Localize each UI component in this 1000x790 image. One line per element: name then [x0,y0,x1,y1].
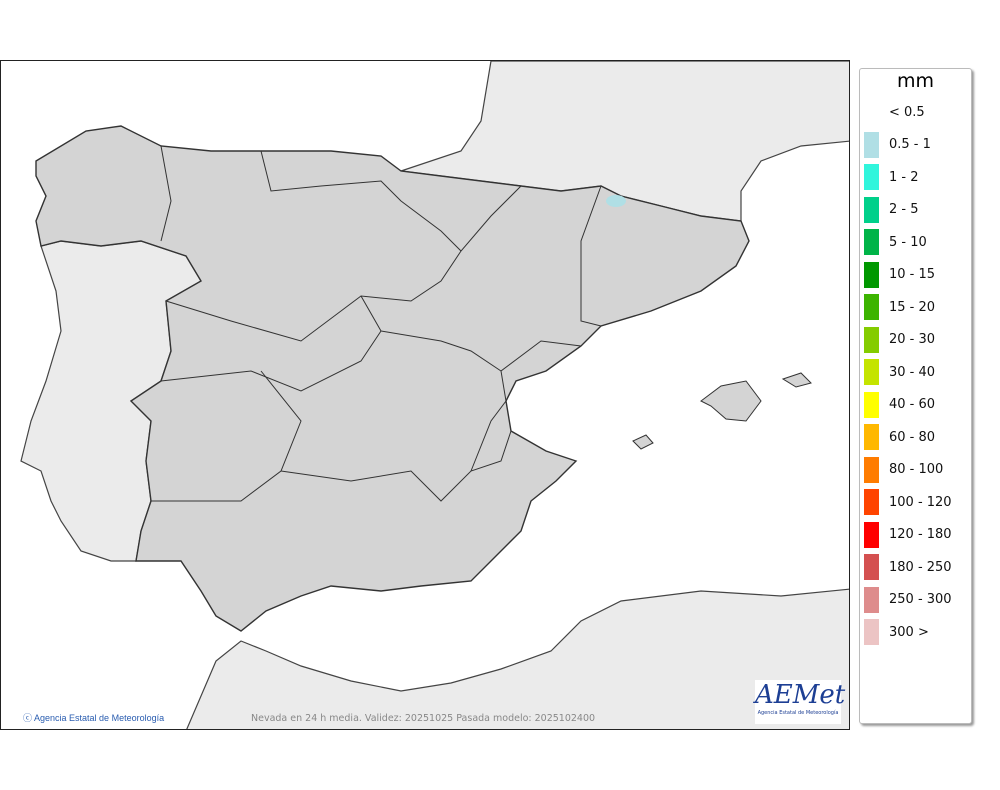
legend-label: 80 - 100 [889,462,944,478]
legend-swatch [864,164,879,191]
legend-label: 0.5 - 1 [889,137,931,153]
legend-swatch [864,619,879,646]
legend-swatch [864,261,879,288]
legend-label: 1 - 2 [889,169,919,185]
legend-label: 250 - 300 [889,592,952,608]
snowfall-map: ⓒ Agencia Estatal de Meteorología Nevada… [0,60,850,730]
ibiza [632,434,654,450]
legend-item: 20 - 30 [860,324,971,357]
legend-label: 15 - 20 [889,299,936,315]
snow-area [606,195,626,207]
legend-swatch [864,391,879,418]
legend-item: 180 - 250 [860,551,971,584]
legend-item: 40 - 60 [860,389,971,422]
legend-label: 5 - 10 [889,234,927,250]
legend-label: 300 > [889,624,929,640]
legend-item: 2 - 5 [860,194,971,227]
credit-text: Agencia Estatal de Meteorología [34,713,165,723]
legend-swatch [864,489,879,516]
legend-label: 120 - 180 [889,527,952,543]
legend-item: 80 - 100 [860,454,971,487]
legend-label: 60 - 80 [889,429,936,445]
spain [35,125,750,632]
legend-item: 30 - 40 [860,356,971,389]
legend-item: 1 - 2 [860,161,971,194]
copyright-credit: ⓒ Agencia Estatal de Meteorología [23,713,165,723]
legend-item: 0.5 - 1 [860,129,971,162]
legend-swatch [864,424,879,451]
legend-item: 120 - 180 [860,519,971,552]
legend-label: 30 - 40 [889,364,936,380]
legend-item: 60 - 80 [860,421,971,454]
legend-item: 300 > [860,616,971,649]
menorca [781,372,812,388]
region-borders [151,145,602,502]
legend-label: 180 - 250 [889,559,952,575]
legend-swatch [864,586,879,613]
legend-swatch [864,359,879,386]
logo-text: AEMet [755,680,846,710]
legend-item: < 0.5 [860,96,971,129]
legend-item: 5 - 10 [860,226,971,259]
legend-swatch [864,554,879,581]
logo-subtitle: Agencia Estatal de Meteorología [757,710,839,716]
mallorca [700,380,762,422]
legend-swatch [864,326,879,353]
map-caption: Nevada en 24 h media. Validez: 20251025 … [251,713,596,724]
legend-label: < 0.5 [889,104,925,120]
legend-label: 2 - 5 [889,202,919,218]
legend-swatch [864,99,879,125]
legend-swatch [864,521,879,548]
legend-swatch [864,229,879,256]
legend-swatch [864,456,879,483]
map-graphic [20,61,849,729]
legend-label: 20 - 30 [889,332,936,348]
legend-item: 15 - 20 [860,291,971,324]
legend-swatch [864,131,879,158]
legend-unit: mm [896,70,935,92]
legend-item: 100 - 120 [860,486,971,519]
legend-swatch [864,196,879,223]
legend-label: 100 - 120 [889,494,952,510]
africa [186,588,849,729]
aemet-logo: AEMet Agencia Estatal de Meteorología [755,680,846,724]
legend: mm < 0.5 0.5 - 1 1 - 2 2 - 5 5 - 10 10 - 15 15… [859,68,972,724]
legend-label: 10 - 15 [889,267,936,283]
legend-swatch [864,294,879,321]
legend-item: 10 - 15 [860,259,971,292]
legend-item: 250 - 300 [860,584,971,617]
legend-label: 40 - 60 [889,397,936,413]
